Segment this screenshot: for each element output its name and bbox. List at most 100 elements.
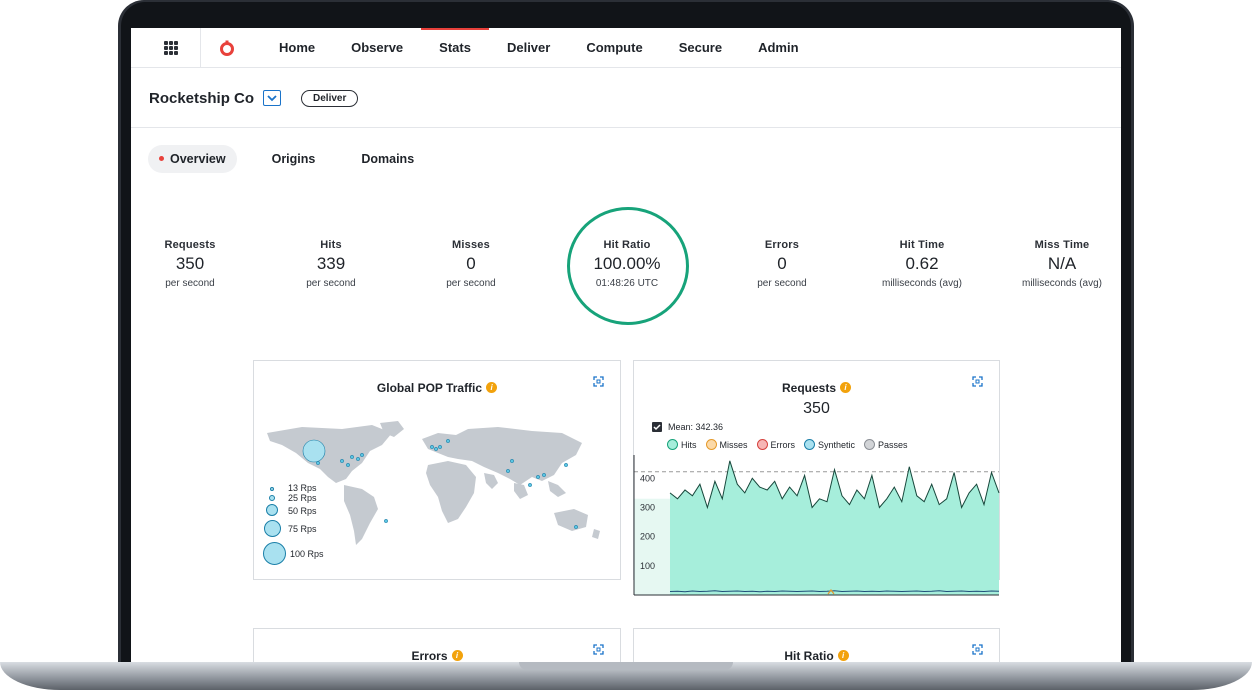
world-map[interactable] (262, 421, 612, 556)
legend-label: 100 Rps (290, 549, 324, 559)
legend-label: Errors (770, 439, 796, 450)
stat-unit: milliseconds (avg) (1021, 278, 1103, 289)
nav-divider (200, 28, 201, 68)
expand-icon[interactable] (593, 644, 604, 655)
requests-area-chart[interactable]: 10020030040075 sec ago50 sec ago25 sec a… (632, 449, 1000, 599)
legend-label: 50 Rps (288, 505, 317, 516)
info-icon[interactable]: i (486, 382, 498, 394)
swatch (864, 439, 876, 450)
info-icon[interactable]: i (837, 650, 849, 662)
legend-label: 13 Rps (288, 482, 317, 493)
stat-value: 339 (316, 254, 346, 273)
swatch (804, 439, 816, 450)
stat-timestamp: 01:48:26 UTC (595, 278, 659, 289)
legend-item-synthetic[interactable]: Synthetic (804, 439, 855, 450)
card-title-text: Requests (781, 381, 837, 395)
legend-label: 25 Rps (288, 492, 317, 503)
legend-item-misses[interactable]: Misses (705, 439, 748, 450)
stat-value: 0 (466, 254, 476, 273)
map-size-legend: 13 Rps 25 Rps 50 Rps 75 Rps 100 Rps (262, 483, 342, 568)
nav-item-observe[interactable]: Observe (351, 39, 404, 55)
stat-label: Hits (320, 239, 342, 251)
hit-ratio-highlight-ring (567, 207, 689, 325)
stat-value: 100.00% (593, 254, 661, 273)
stat-errors: Errors 0 per second (727, 239, 837, 289)
tab-origins[interactable]: Origins (271, 152, 316, 166)
app-screen: Home Observe Stats Deliver Compute Secur… (131, 28, 1121, 663)
card-title-text: Global POP Traffic (376, 381, 483, 395)
chart-y-tick-label: 100 (640, 561, 655, 571)
hit-ratio-card: Hit Ratio i (633, 628, 1000, 663)
nav-item-compute[interactable]: Compute (586, 39, 643, 55)
card-title: Requests i (634, 381, 999, 395)
chart-series-misses-line (827, 589, 835, 595)
stat-value: 0.62 (905, 254, 939, 273)
legend-label: Synthetic (818, 439, 856, 450)
account-header: Rocketship Co Deliver (131, 69, 1121, 128)
expand-icon[interactable] (972, 376, 983, 387)
legend-item-errors[interactable]: Errors (756, 439, 796, 450)
stat-unit: per second (306, 278, 356, 289)
mean-label: Mean: 342.36 (668, 422, 724, 432)
stat-miss-time: Miss Time N/A milliseconds (avg) (1007, 239, 1117, 289)
chevron-down-icon (267, 94, 277, 101)
swatch (667, 439, 678, 450)
card-title: Errors i (254, 649, 620, 663)
chart-series-hits-line (669, 460, 1000, 510)
card-title: Hit Ratio i (634, 649, 999, 663)
product-badge: Deliver (301, 89, 359, 107)
card-title-text: Errors (411, 649, 448, 663)
card-title-text: Hit Ratio (784, 649, 834, 663)
stat-value: 0 (777, 254, 787, 273)
tab-domains[interactable]: Domains (361, 152, 415, 166)
info-icon[interactable]: i (451, 650, 463, 662)
nav-item-stats[interactable]: Stats (421, 28, 489, 68)
card-title: Global POP Traffic i (254, 381, 620, 395)
checkbox-checked-icon[interactable] (652, 422, 662, 432)
legend-label: Misses (719, 439, 748, 450)
nav-item-deliver[interactable]: Deliver (506, 39, 551, 55)
laptop-hinge-notch (519, 662, 733, 670)
expand-icon[interactable] (972, 644, 983, 655)
stat-unit: per second (757, 278, 807, 289)
stat-label: Hit Time (899, 239, 945, 251)
account-dropdown-button[interactable] (263, 90, 282, 106)
stats-tabs: Overview Origins Domains (148, 145, 449, 173)
chart-series-hits-area (670, 460, 999, 595)
stat-label: Miss Time (1034, 239, 1090, 251)
mean-toggle[interactable]: Mean: 342.36 (652, 422, 723, 432)
brand-logo-icon[interactable] (219, 40, 235, 56)
stat-label: Requests (164, 239, 216, 251)
global-pop-traffic-card: Global POP Traffic i (253, 360, 621, 580)
nav-item-home[interactable]: Home (279, 39, 316, 55)
chart-y-tick-label: 400 (640, 473, 655, 483)
stat-value: N/A (1047, 254, 1077, 273)
nav-item-admin[interactable]: Admin (758, 39, 799, 55)
swatch (756, 439, 768, 450)
nav-menu: Home Observe Stats Deliver Compute Secur… (261, 28, 817, 68)
stat-misses: Misses 0 per second (416, 239, 526, 289)
legend-label: Passes (878, 439, 908, 450)
stat-value: 350 (175, 254, 205, 273)
nav-item-secure[interactable]: Secure (678, 39, 723, 55)
tab-overview[interactable]: Overview (148, 145, 237, 173)
stat-requests: Requests 350 per second (135, 239, 245, 289)
app-launcher-icon[interactable] (164, 40, 178, 55)
stat-hit-ratio: Hit Ratio 100.00% 01:48:26 UTC (572, 239, 682, 289)
stat-unit: milliseconds (avg) (881, 278, 963, 289)
swatch (705, 439, 717, 450)
legend-item-hits[interactable]: Hits (667, 439, 697, 450)
info-icon[interactable]: i (840, 382, 852, 394)
requests-current-value: 350 (803, 400, 830, 417)
stat-label: Errors (764, 239, 800, 251)
account-name: Rocketship Co (149, 89, 255, 107)
stat-hits: Hits 339 per second (276, 239, 386, 289)
expand-icon[interactable] (593, 376, 604, 387)
legend-label: Hits (681, 439, 697, 450)
requests-card: Requests i 350 Mean: 342.36 Hits Misses E… (633, 360, 1000, 596)
stat-unit: per second (165, 278, 215, 289)
legend-label: 75 Rps (288, 524, 317, 534)
top-nav: Home Observe Stats Deliver Compute Secur… (131, 28, 1121, 68)
chart-y-tick-label: 200 (640, 532, 655, 542)
legend-item-passes[interactable]: Passes (864, 439, 908, 450)
